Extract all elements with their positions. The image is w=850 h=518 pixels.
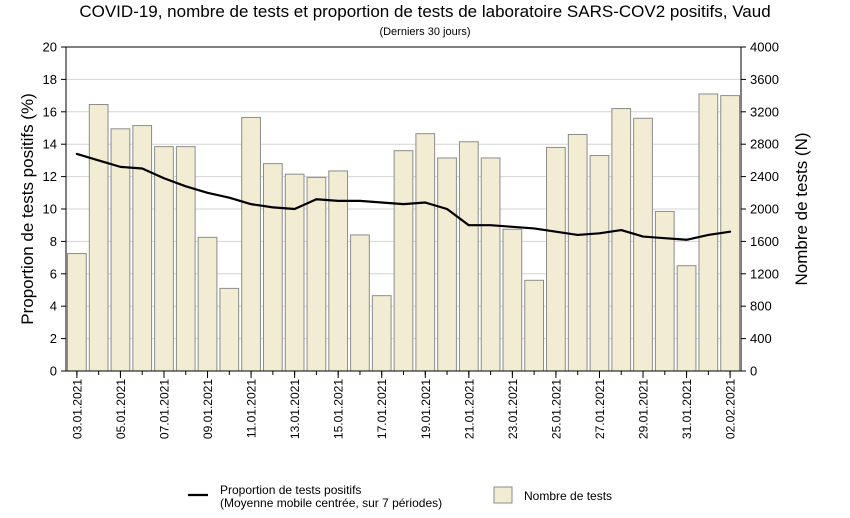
x-tick-label: 27.01.2021 [593, 379, 607, 439]
x-tick-label: 02.02.2021 [724, 379, 738, 439]
x-tick-label: 15.01.2021 [332, 379, 346, 439]
left-tick-label: 4 [50, 299, 57, 314]
x-tick-label: 17.01.2021 [375, 379, 389, 439]
x-tick-label: 23.01.2021 [506, 379, 520, 439]
bar-03.01.2021 [67, 253, 87, 372]
bar-22.01.2021 [480, 157, 501, 372]
bar-28.01.2021 [611, 108, 632, 372]
legend-bar-label: Nombre de tests [524, 489, 612, 503]
left-tick-label: 10 [43, 202, 57, 217]
bar-27.01.2021 [589, 155, 610, 372]
right-tick-label: 800 [750, 299, 772, 314]
legend-line-label: Proportion de tests positifs [220, 483, 361, 497]
right-tick-label: 2400 [750, 169, 779, 184]
right-tick-label: 1200 [750, 266, 779, 281]
x-axis: 03.01.2021 05.01.2021 07.01.2021 09.01.2021… [70, 371, 738, 439]
x-tick-label: 29.01.2021 [637, 379, 651, 439]
chart-title: COVID-19, nombre de tests et proportion … [79, 2, 770, 21]
right-axis: 0 400 800 1200 1600 2000 2400 2800 3200 3600 4000 [741, 40, 779, 379]
bar-11.01.2021 [241, 116, 261, 372]
left-axis: 0 2 4 6 8 10 12 14 16 18 20 [43, 40, 66, 379]
right-tick-label: 3600 [750, 72, 779, 87]
right-tick-label: 3200 [750, 104, 779, 119]
x-tick-label: 05.01.2021 [114, 379, 128, 439]
bar-18.01.2021 [393, 150, 414, 372]
right-tick-label: 1600 [750, 234, 779, 249]
bar-10.01.2021 [219, 287, 240, 372]
left-tick-label: 18 [43, 72, 57, 87]
bar-17.01.2021 [371, 295, 392, 372]
chart-subtitle: (Derniers 30 jours) [379, 26, 470, 38]
x-tick-label: 03.01.2021 [70, 379, 84, 439]
bar-08.01.2021 [175, 146, 196, 372]
left-tick-label: 16 [43, 104, 57, 119]
legend-line-sublabel: (Moyenne mobile centrée, sur 7 périodes) [220, 496, 442, 510]
bar-23.01.2021 [502, 228, 523, 372]
right-tick-label: 2000 [750, 202, 779, 217]
bar-01.02.2021 [698, 93, 719, 372]
bar-26.01.2021 [567, 133, 588, 372]
right-tick-label: 2800 [750, 137, 779, 152]
x-tick-label: 19.01.2021 [419, 379, 433, 439]
left-tick-label: 8 [50, 234, 57, 249]
bar-25.01.2021 [546, 146, 566, 372]
bar-13.01.2021 [284, 173, 305, 372]
left-tick-label: 20 [43, 40, 57, 55]
bar-06.01.2021 [132, 125, 153, 372]
bar-24.01.2021 [524, 279, 545, 372]
bar-20.01.2021 [437, 157, 457, 372]
bar-31.01.2021 [676, 265, 697, 372]
x-tick-label: 31.01.2021 [680, 379, 694, 439]
left-tick-label: 12 [43, 169, 57, 184]
right-tick-label: 0 [750, 364, 757, 379]
bar-04.01.2021 [88, 104, 109, 372]
line-series-proportion [75, 152, 732, 241]
left-tick-label: 0 [50, 364, 57, 379]
x-tick-label: 21.01.2021 [462, 379, 476, 439]
bar-29.01.2021 [633, 117, 653, 372]
x-tick-label: 25.01.2021 [549, 379, 563, 439]
left-tick-label: 2 [50, 331, 57, 346]
bar-series [67, 93, 740, 372]
bar-30.01.2021 [654, 210, 675, 372]
right-axis-label: Nombre de tests (N) [792, 132, 811, 285]
bar-16.01.2021 [350, 234, 370, 372]
bar-21.01.2021 [458, 141, 479, 372]
x-tick-label: 11.01.2021 [245, 379, 259, 438]
left-tick-label: 6 [50, 266, 57, 281]
right-tick-label: 400 [750, 331, 772, 346]
bar-14.01.2021 [306, 176, 327, 372]
left-axis-label: Proportion de tests positifs (%) [18, 93, 37, 324]
legend-bar-swatch [493, 486, 513, 504]
x-tick-label: 07.01.2021 [157, 379, 171, 439]
x-tick-label: 13.01.2021 [288, 379, 302, 439]
left-tick-label: 14 [43, 137, 57, 152]
bar-12.01.2021 [262, 163, 283, 372]
legend: Proportion de tests positifs (Moyenne mo… [188, 483, 612, 510]
x-tick-label: 09.01.2021 [201, 379, 215, 439]
right-tick-label: 4000 [750, 40, 779, 55]
bar-09.01.2021 [197, 236, 218, 372]
bar-19.01.2021 [415, 133, 436, 372]
